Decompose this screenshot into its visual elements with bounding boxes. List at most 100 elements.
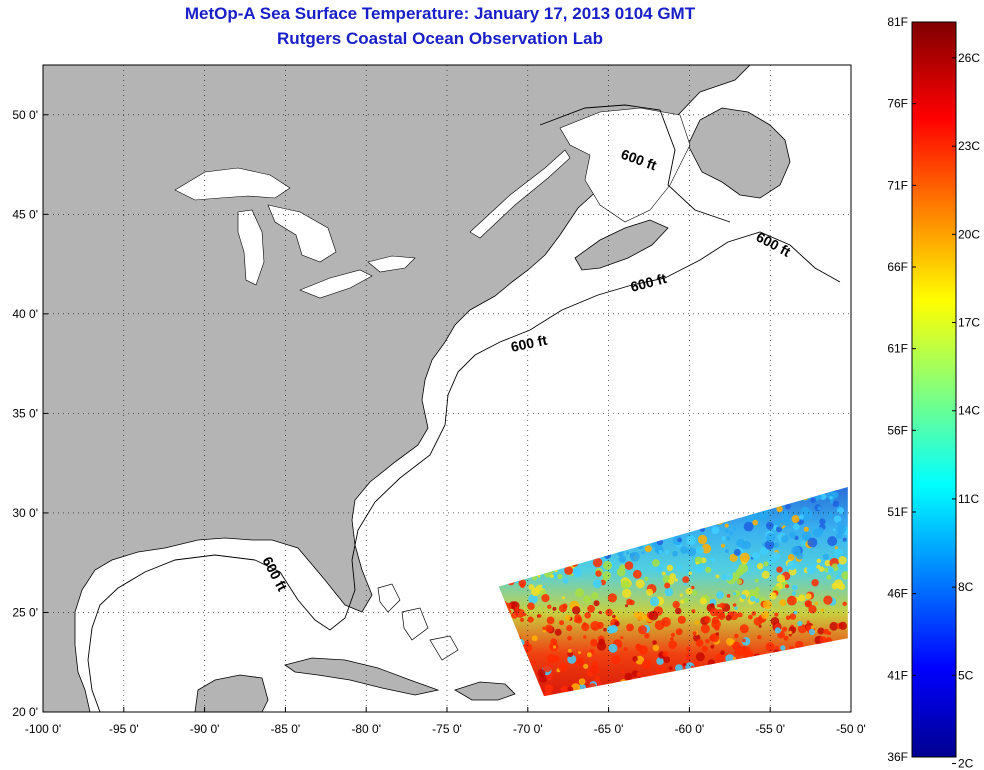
sst-speckle bbox=[721, 536, 726, 541]
sst-speckle bbox=[652, 644, 660, 652]
sst-speckle bbox=[788, 630, 792, 635]
sst-speckle bbox=[632, 656, 638, 662]
sst-speckle bbox=[814, 601, 819, 606]
depth-contour-600ft-north bbox=[539, 104, 731, 223]
sst-speckle bbox=[818, 566, 825, 572]
sst-speckle bbox=[560, 685, 569, 694]
sst-swath bbox=[498, 487, 848, 697]
sst-speckle bbox=[632, 569, 642, 579]
sst-speckle bbox=[827, 567, 834, 573]
sst-speckle bbox=[838, 621, 848, 631]
sst-speckle bbox=[837, 507, 844, 515]
sst-speckle bbox=[751, 611, 757, 616]
sst-speckle bbox=[776, 526, 782, 533]
colorbar-c-label: 23C bbox=[958, 139, 980, 153]
sst-speckle bbox=[788, 633, 792, 637]
sst-speckle bbox=[515, 608, 525, 618]
sst-speckle bbox=[715, 653, 725, 663]
sst-speckle bbox=[670, 632, 676, 638]
lon-tick-label: -100 0' bbox=[25, 722, 61, 736]
sst-speckle bbox=[583, 635, 587, 639]
colorbar-f-label: 41F bbox=[887, 668, 908, 682]
sst-speckle bbox=[776, 574, 785, 583]
sst-speckle bbox=[765, 521, 774, 530]
map-area: 600 ft 600 ft 600 ft 600 ft 600 ft bbox=[43, 65, 851, 712]
colorbar-f-label: 56F bbox=[887, 423, 908, 437]
sst-speckle bbox=[834, 546, 838, 550]
sst-speckle bbox=[833, 548, 844, 559]
sst-speckle bbox=[564, 566, 573, 575]
sst-speckle bbox=[682, 576, 690, 584]
sst-speckle bbox=[614, 620, 620, 627]
sst-speckle bbox=[798, 514, 804, 520]
sst-speckle bbox=[672, 550, 678, 557]
sst-speckle bbox=[806, 565, 815, 574]
sst-speckle bbox=[789, 531, 796, 539]
sst-speckle bbox=[527, 602, 535, 610]
sst-speckle bbox=[636, 611, 646, 621]
colorbar-c-label: 20C bbox=[958, 227, 980, 241]
lat-tick-label: 45 0' bbox=[12, 207, 38, 221]
sst-speckle bbox=[547, 604, 552, 609]
sst-speckle bbox=[718, 612, 726, 621]
sst-speckle bbox=[528, 584, 535, 590]
sst-speckle bbox=[514, 606, 519, 611]
sst-speckle bbox=[813, 563, 817, 567]
sst-speckle bbox=[738, 563, 749, 574]
sst-speckle bbox=[729, 553, 738, 562]
sst-speckle bbox=[842, 537, 847, 542]
sst-speckle bbox=[694, 620, 700, 625]
sst-speckle bbox=[754, 578, 759, 583]
colorbar-celsius-labels: 26C 23C 20C 17C 14C 11C 8C 5C 2C bbox=[952, 51, 980, 770]
sst-speckle bbox=[769, 592, 777, 600]
sst-speckle bbox=[695, 652, 705, 662]
sst-speckle bbox=[800, 512, 810, 521]
sst-speckle bbox=[622, 588, 632, 598]
sst-speckle bbox=[625, 604, 628, 608]
sst-speckle bbox=[595, 570, 602, 577]
sst-speckle bbox=[838, 556, 847, 565]
sst-speckle bbox=[594, 675, 601, 682]
sst-speckle bbox=[658, 549, 663, 554]
sst-speckle bbox=[837, 521, 842, 526]
sst-speckle bbox=[811, 579, 819, 587]
sst-speckle bbox=[709, 607, 719, 617]
sst-speckle bbox=[842, 601, 847, 606]
colorbar-f-label: 76F bbox=[887, 97, 908, 111]
sst-speckle bbox=[734, 606, 738, 610]
sst-speckle bbox=[662, 667, 666, 671]
sst-speckle bbox=[791, 515, 800, 523]
sst-speckle bbox=[776, 505, 783, 513]
lat-tick-label: 35 0' bbox=[12, 406, 38, 420]
lon-tick-label: -70 0' bbox=[513, 722, 543, 736]
sst-speckle bbox=[704, 616, 711, 624]
land-hispaniola bbox=[454, 681, 516, 701]
sst-speckle bbox=[598, 638, 606, 646]
sst-speckle bbox=[701, 645, 708, 653]
sst-speckle bbox=[620, 580, 631, 590]
lat-tick-label: 20 0' bbox=[12, 705, 38, 719]
lon-tick-label: -75 0' bbox=[432, 722, 462, 736]
sst-speckle bbox=[742, 638, 746, 643]
sst-speckle bbox=[724, 529, 729, 534]
contour-label-midatlantic: 600 ft bbox=[509, 332, 548, 355]
sst-speckle bbox=[748, 589, 757, 598]
sst-speckle bbox=[644, 633, 650, 639]
sst-speckle bbox=[550, 574, 554, 578]
sst-speckle bbox=[724, 523, 729, 528]
land-nova-scotia bbox=[574, 219, 669, 271]
sst-speckle bbox=[705, 566, 712, 573]
sst-speckle bbox=[791, 584, 798, 591]
sst-speckle bbox=[802, 531, 812, 541]
sst-speckle bbox=[618, 555, 627, 563]
sst-speckle bbox=[819, 636, 827, 644]
sst-speckle bbox=[686, 646, 691, 651]
sst-speckle bbox=[732, 603, 737, 607]
sst-speckle bbox=[784, 503, 791, 510]
sst-speckle bbox=[736, 579, 743, 585]
sst-speckle bbox=[694, 563, 704, 573]
sst-speckle bbox=[837, 571, 841, 575]
sst-speckle bbox=[527, 616, 534, 623]
lon-tick-label: -65 0' bbox=[594, 722, 624, 736]
sst-speckle bbox=[677, 537, 682, 543]
